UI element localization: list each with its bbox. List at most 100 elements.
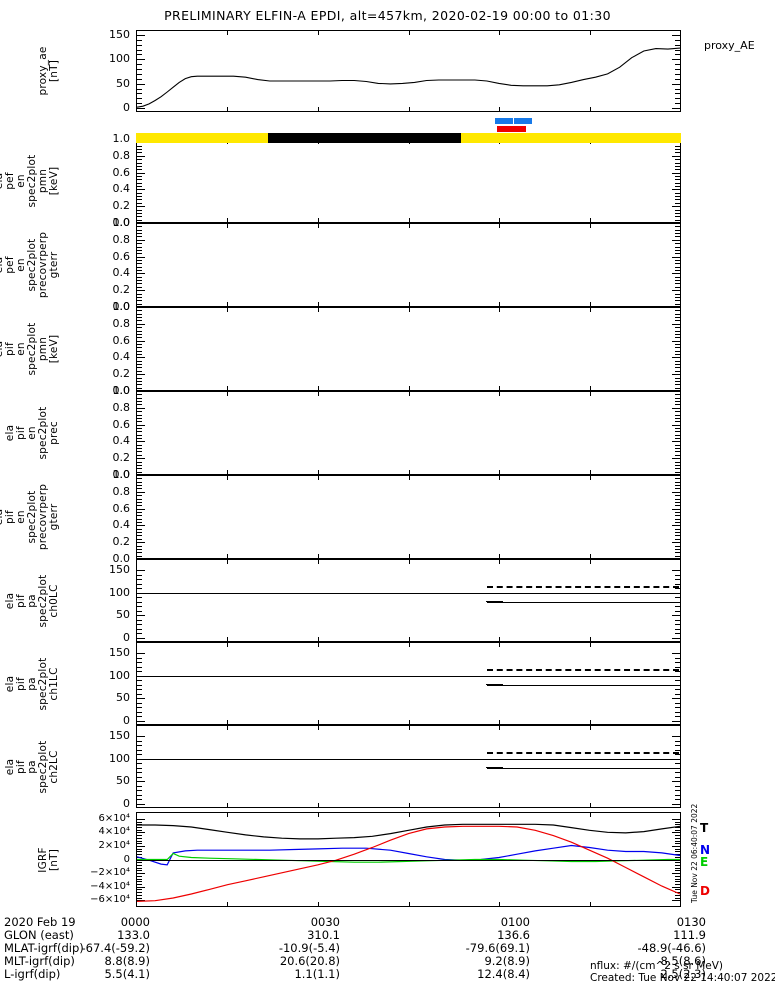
- tickmark-minor: [137, 884, 142, 885]
- xtick: [499, 308, 500, 312]
- tickmark-minor: [137, 50, 142, 51]
- tickmark-minor: [137, 849, 142, 850]
- tickmark: [137, 736, 145, 737]
- tickmark: [137, 156, 145, 157]
- tickmark-minor: [137, 895, 142, 896]
- xtick: [499, 107, 500, 111]
- tickmark: [137, 542, 145, 543]
- tickmark-minor: [137, 868, 142, 869]
- tickmark-minor: [675, 179, 680, 180]
- proxy-ae-right-label: proxy_AE: [704, 39, 755, 52]
- tickmark-minor: [675, 347, 680, 348]
- tickmark-minor: [675, 468, 680, 469]
- tickmark-minor: [137, 462, 142, 463]
- tickmark-minor: [675, 777, 680, 778]
- tickmark-minor: [675, 64, 680, 65]
- lc-solid-line-0: [137, 592, 680, 594]
- tickmark-minor: [675, 152, 680, 153]
- xtick: [409, 392, 410, 396]
- bottom-col-1-time: 0030: [310, 915, 340, 929]
- tickmark-minor: [137, 378, 142, 379]
- bottom-col-1-glon: 310.1: [307, 928, 340, 942]
- tickmark-minor: [675, 857, 680, 858]
- tickmark: [672, 307, 680, 308]
- tickmark-minor: [675, 186, 680, 187]
- ytick-label: 0.2: [112, 199, 131, 213]
- xtick: [227, 476, 228, 480]
- tickmark-minor: [675, 898, 680, 899]
- ytick-label: 0.4: [112, 266, 131, 280]
- tickmark-minor: [137, 703, 142, 704]
- tickmark-minor: [137, 327, 142, 328]
- tickmark-minor: [137, 620, 142, 621]
- tickmark: [672, 832, 680, 833]
- tickmark-minor: [137, 662, 142, 663]
- tickmark-minor: [675, 707, 680, 708]
- tickmark: [137, 860, 145, 861]
- tickmark-minor: [137, 889, 142, 890]
- tickmark-minor: [137, 597, 142, 598]
- tickmark-minor: [675, 310, 680, 311]
- tickmark-minor: [137, 270, 142, 271]
- tickmark-minor: [137, 546, 142, 547]
- footer-created: Created: Tue Nov 22 14:40:07 2022: [590, 972, 775, 984]
- tickmark-minor: [675, 482, 680, 483]
- tickmark-minor: [675, 418, 680, 419]
- tickmark: [137, 721, 145, 722]
- tickmark-minor: [675, 502, 680, 503]
- tickmark-minor: [137, 549, 142, 550]
- tickmark-minor: [137, 263, 142, 264]
- tickmark-minor: [675, 851, 680, 852]
- xtick: [318, 386, 319, 390]
- tickmark-minor: [675, 98, 680, 99]
- bottom-col-3-mlt: 8.5(8.6): [660, 954, 706, 968]
- tickmark-minor: [675, 54, 680, 55]
- xtick: [590, 218, 591, 222]
- tickmark-minor: [675, 703, 680, 704]
- tickmark-minor: [137, 680, 142, 681]
- tickmark-minor: [675, 163, 680, 164]
- tickmark-minor: [675, 827, 680, 828]
- tickmark-minor: [137, 611, 142, 612]
- tickmark-minor: [137, 843, 142, 844]
- footer-nflux: nflux: #/(cm^2 s sr MeV): [590, 960, 723, 972]
- tickmark-minor: [675, 579, 680, 580]
- panel-ela-pif-pa-ch1lc: [136, 642, 681, 725]
- xtick: [318, 308, 319, 312]
- tickmark: [672, 804, 680, 805]
- tickmark: [672, 374, 680, 375]
- tickmark-minor: [675, 539, 680, 540]
- tickmark-minor: [137, 485, 142, 486]
- tickmark-minor: [675, 588, 680, 589]
- tickmark-minor: [675, 401, 680, 402]
- xtick: [499, 637, 500, 641]
- tickmark-minor: [675, 499, 680, 500]
- tickmark-minor: [675, 169, 680, 170]
- tickmark-minor: [675, 354, 680, 355]
- igrf-legend-D: D: [700, 884, 710, 898]
- tickmark-minor: [137, 428, 142, 429]
- igrf-vertical-timestamp: Tue Nov 22 06:40:07 2022: [690, 803, 699, 903]
- tickmark-minor: [675, 680, 680, 681]
- xtick: [590, 902, 591, 906]
- xtick: [318, 218, 319, 222]
- tickmark: [672, 257, 680, 258]
- xtick: [409, 813, 410, 817]
- tickmark-minor: [137, 226, 142, 227]
- tickmark-minor: [675, 515, 680, 516]
- tickmark-minor: [137, 314, 142, 315]
- tickmark: [672, 173, 680, 174]
- igrf-legend-T: T: [700, 821, 709, 835]
- tickmark-minor: [137, 532, 142, 533]
- tickmark-minor: [137, 431, 142, 432]
- tickmark-minor: [675, 838, 680, 839]
- bottom-col-3-mlat: -48.9(-46.6): [637, 941, 706, 955]
- xtick: [590, 470, 591, 474]
- tickmark-minor: [137, 777, 142, 778]
- tickmark-minor: [675, 364, 680, 365]
- ytick-label: 0.6: [112, 165, 131, 179]
- tickmark: [137, 35, 145, 36]
- tickmark-minor: [675, 754, 680, 755]
- xtick: [227, 643, 228, 647]
- xtick: [590, 554, 591, 558]
